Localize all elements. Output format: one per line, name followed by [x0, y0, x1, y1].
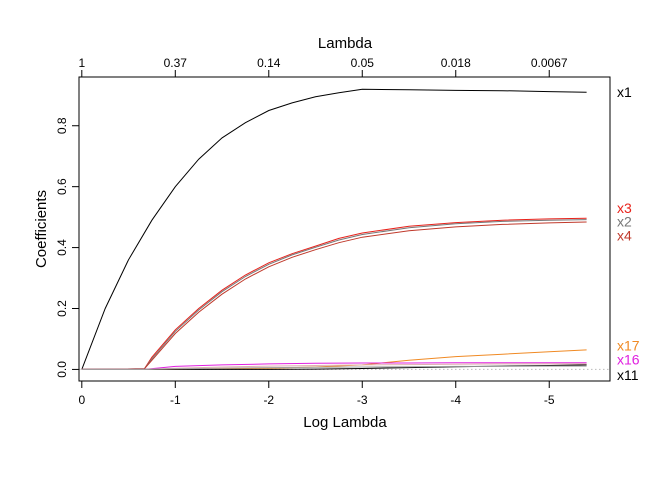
series-lines [79, 88, 610, 370]
y-tick-label: 0.8 [55, 117, 69, 134]
y-tick-label: 0.6 [55, 178, 69, 195]
x-tick-label: -3 [357, 393, 368, 407]
end-label-x3: x3 [617, 200, 632, 216]
top-tick-label: 1 [78, 56, 85, 70]
x-tick-label: 0 [78, 393, 85, 407]
series-line-unlabeled-8 [81, 365, 587, 370]
top-tick-label: 0.018 [441, 56, 471, 70]
x-tick-label: -2 [263, 393, 274, 407]
y-axis-title: Coefficients [33, 190, 50, 268]
top-axis: 1 0.37 0.14 0.05 0.018 0.0067 [78, 56, 568, 78]
end-label-x11: x11 [617, 367, 639, 383]
end-label-x4: x4 [617, 227, 632, 243]
top-tick-label: 0.14 [257, 56, 281, 70]
end-label-x1: x1 [617, 84, 632, 100]
series-line-x3 [81, 217, 587, 370]
series-line-x1 [81, 88, 587, 370]
bottom-axis: 0 -1 -2 -3 -4 -5 [78, 380, 555, 407]
top-tick-label: 0.05 [351, 56, 375, 70]
end-label-x17: x17 [617, 338, 640, 354]
y-tick-label: 0.2 [55, 300, 69, 317]
end-label-x2: x2 [617, 213, 632, 229]
x-tick-label: -4 [450, 393, 461, 407]
left-axis: 0.0 0.2 0.4 0.6 0.8 [55, 117, 80, 378]
end-label-x16: x16 [617, 351, 640, 367]
series-line-x16 [81, 362, 587, 370]
x-tick-label: -1 [170, 393, 181, 407]
y-tick-label: 0.0 [55, 361, 69, 378]
plot-frame [78, 76, 611, 382]
series-line-x2 [81, 219, 587, 370]
x-tick-label: -5 [544, 393, 555, 407]
top-axis-title: Lambda [318, 35, 373, 52]
top-tick-label: 0.37 [164, 56, 188, 70]
y-tick-label: 0.4 [55, 239, 69, 256]
top-tick-label: 0.0067 [531, 56, 568, 70]
series-line-x4 [81, 221, 587, 370]
x-axis-title: Log Lambda [303, 414, 387, 431]
